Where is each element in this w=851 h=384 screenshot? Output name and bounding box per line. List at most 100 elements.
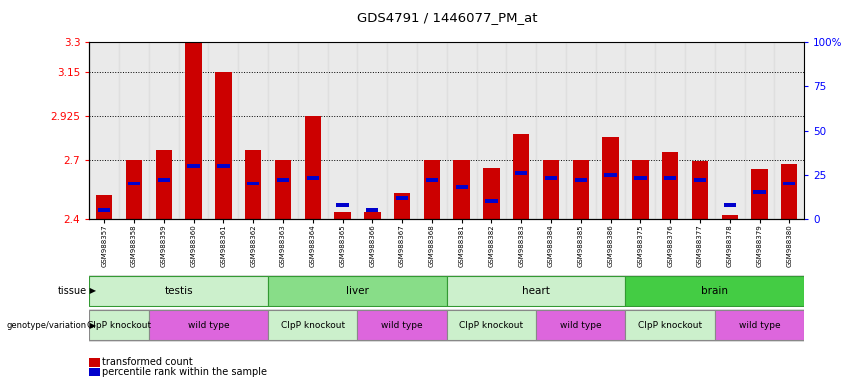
Bar: [156, 150, 172, 219]
Bar: [596, 42, 625, 219]
Bar: [247, 182, 260, 185]
Bar: [334, 212, 351, 219]
Text: genotype/variation: genotype/variation: [7, 321, 87, 330]
Text: heart: heart: [523, 286, 550, 296]
Bar: [751, 169, 768, 219]
Bar: [477, 42, 506, 219]
Bar: [604, 173, 617, 177]
Bar: [128, 182, 140, 185]
Bar: [536, 310, 625, 341]
Text: testis: testis: [164, 286, 193, 296]
Bar: [96, 195, 112, 219]
Bar: [536, 42, 566, 219]
Bar: [483, 168, 500, 219]
Bar: [417, 42, 447, 219]
Bar: [625, 310, 715, 341]
Bar: [208, 42, 238, 219]
Bar: [366, 208, 379, 212]
Bar: [603, 137, 619, 219]
Text: ClpP knockout: ClpP knockout: [87, 321, 151, 330]
Bar: [715, 310, 804, 341]
Bar: [625, 42, 655, 219]
Bar: [157, 178, 170, 182]
Bar: [187, 164, 200, 168]
Bar: [306, 176, 319, 180]
Bar: [364, 212, 380, 219]
Bar: [149, 42, 179, 219]
Text: liver: liver: [346, 286, 368, 296]
Bar: [305, 116, 321, 219]
Bar: [543, 160, 559, 219]
Bar: [694, 178, 706, 182]
Bar: [328, 42, 357, 219]
Bar: [545, 176, 557, 180]
Bar: [298, 42, 328, 219]
Bar: [268, 276, 447, 306]
Bar: [574, 178, 587, 182]
Bar: [566, 42, 596, 219]
Bar: [357, 310, 447, 341]
Text: ▶: ▶: [87, 321, 96, 330]
Text: GDS4791 / 1446077_PM_at: GDS4791 / 1446077_PM_at: [357, 12, 537, 25]
Text: wild type: wild type: [560, 321, 602, 330]
Bar: [238, 42, 268, 219]
Bar: [179, 42, 208, 219]
Text: wild type: wild type: [381, 321, 423, 330]
Bar: [186, 42, 202, 219]
Bar: [454, 160, 470, 219]
Bar: [781, 164, 797, 219]
Bar: [447, 42, 477, 219]
Bar: [426, 178, 438, 182]
Bar: [715, 42, 745, 219]
Bar: [215, 72, 231, 219]
Bar: [89, 310, 149, 341]
Bar: [268, 310, 357, 341]
Bar: [268, 42, 298, 219]
Bar: [664, 176, 677, 180]
Text: brain: brain: [701, 286, 728, 296]
Bar: [692, 161, 708, 219]
Bar: [573, 160, 589, 219]
Text: transformed count: transformed count: [102, 358, 193, 367]
Bar: [634, 176, 647, 180]
Bar: [357, 42, 387, 219]
Bar: [655, 42, 685, 219]
Text: wild type: wild type: [188, 321, 229, 330]
Text: ClpP knockout: ClpP knockout: [460, 321, 523, 330]
Text: ClpP knockout: ClpP knockout: [281, 321, 345, 330]
Bar: [783, 182, 796, 185]
Bar: [119, 42, 149, 219]
Bar: [98, 208, 111, 212]
Text: ▶: ▶: [87, 286, 96, 295]
Bar: [447, 276, 625, 306]
Bar: [447, 310, 536, 341]
Bar: [387, 42, 417, 219]
Bar: [89, 276, 268, 306]
Bar: [685, 42, 715, 219]
Bar: [277, 178, 289, 182]
Bar: [89, 42, 119, 219]
Bar: [774, 42, 804, 219]
Bar: [723, 203, 736, 207]
Text: wild type: wild type: [739, 321, 780, 330]
Bar: [424, 160, 440, 219]
Bar: [149, 310, 268, 341]
Bar: [745, 42, 774, 219]
Bar: [506, 42, 536, 219]
Text: tissue: tissue: [58, 286, 87, 296]
Bar: [396, 196, 408, 200]
Bar: [513, 134, 529, 219]
Bar: [275, 160, 291, 219]
Text: percentile rank within the sample: percentile rank within the sample: [102, 367, 267, 377]
Bar: [722, 215, 738, 219]
Bar: [662, 152, 678, 219]
Text: ClpP knockout: ClpP knockout: [638, 321, 702, 330]
Bar: [336, 203, 349, 207]
Bar: [217, 164, 230, 168]
Bar: [753, 190, 766, 194]
Bar: [394, 194, 410, 219]
Bar: [455, 185, 468, 189]
Bar: [515, 171, 528, 175]
Bar: [632, 160, 648, 219]
Bar: [245, 150, 261, 219]
